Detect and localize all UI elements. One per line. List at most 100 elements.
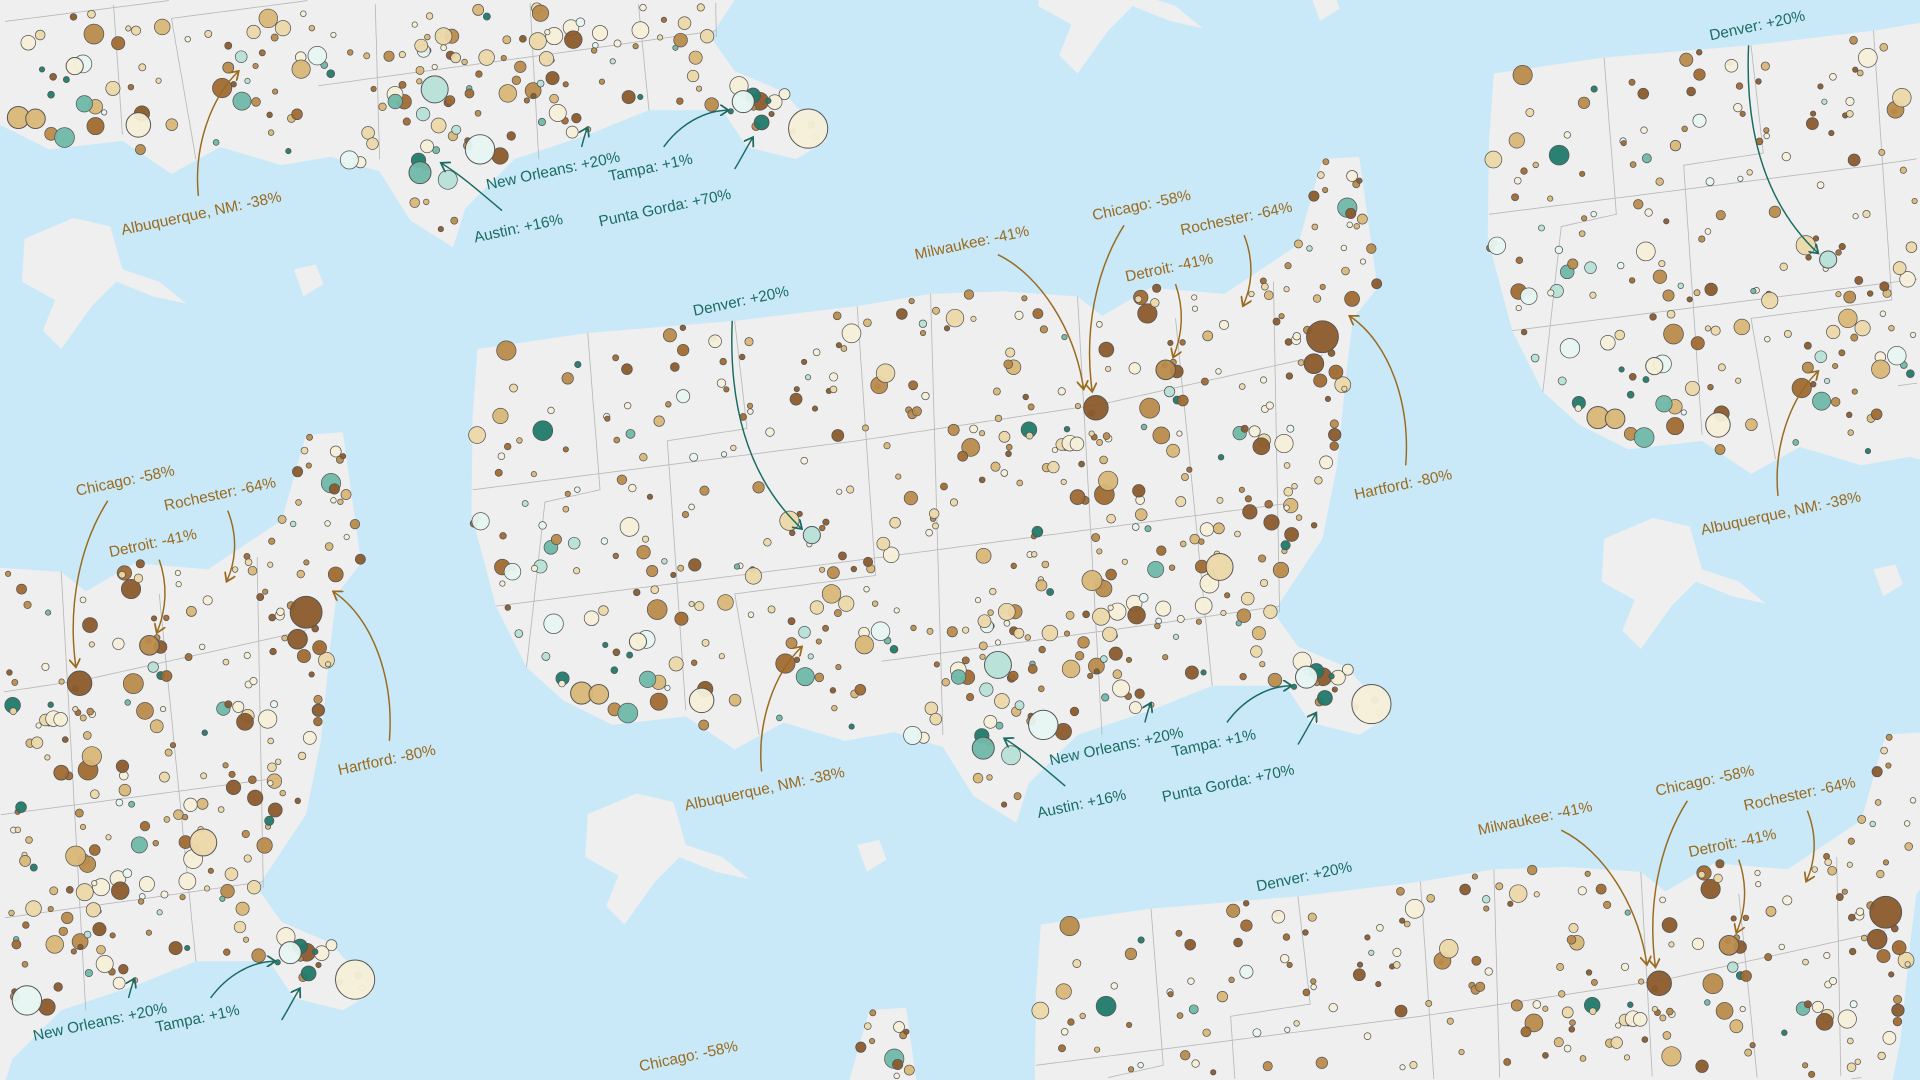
annotation-arrow (760, 647, 802, 772)
city-dot (118, 964, 129, 975)
city-dot (1795, 235, 1816, 256)
city-dot (53, 712, 68, 727)
city-dot (700, 29, 715, 44)
city-dot (1713, 873, 1723, 883)
city-dot (1768, 205, 1782, 218)
city-dot (978, 641, 988, 651)
city-dot (1240, 424, 1249, 433)
city-dot (1242, 900, 1250, 907)
city-dot (1808, 1070, 1816, 1078)
city-dot (903, 1064, 915, 1076)
city-dot (127, 83, 135, 91)
city-dot (1341, 266, 1350, 276)
city-dot (538, 521, 547, 530)
city-dot (1638, 978, 1645, 985)
city-dot (665, 401, 672, 408)
city-dot (575, 17, 586, 28)
city-dot (632, 43, 639, 50)
city-dot (1283, 462, 1291, 469)
city-dot (1286, 424, 1295, 433)
city-dot (514, 60, 527, 73)
city-dot (258, 709, 278, 729)
city-dot (302, 731, 317, 745)
annotation-arrow (1090, 224, 1125, 392)
annotation-arrow (441, 163, 503, 212)
city-dot (1317, 171, 1325, 179)
city-dot (718, 653, 725, 660)
city-dot (1681, 125, 1688, 132)
city-dot (207, 867, 214, 874)
city-dot (1329, 441, 1339, 451)
contiguous-us-land (1034, 732, 1920, 1080)
city-dot (1322, 186, 1329, 194)
city-dot (79, 823, 87, 830)
city-dot (1047, 461, 1060, 474)
us-map-repeat (1038, 0, 1340, 74)
city-dot (661, 558, 668, 565)
city-dot (1509, 884, 1528, 903)
city-dot (325, 939, 338, 952)
city-dot (1284, 262, 1292, 270)
city-dot (509, 383, 518, 393)
city-dot (1312, 294, 1322, 303)
city-dot (1189, 533, 1201, 545)
city-dot (1862, 210, 1871, 219)
city-dot (1710, 325, 1721, 336)
city-dot (928, 508, 940, 519)
highlighted-city-dot (300, 965, 317, 982)
city-dot (1847, 1037, 1854, 1045)
city-dot (677, 16, 692, 30)
city-dot (233, 920, 247, 934)
city-dot (1459, 883, 1471, 896)
city-dot (1864, 448, 1872, 455)
city-dot (74, 808, 84, 818)
city-dot (1655, 177, 1664, 186)
city-dot (425, 12, 434, 20)
city-dot (1838, 243, 1846, 251)
city-dots (855, 1009, 915, 1080)
city-dot (1024, 634, 1032, 641)
city-dot (45, 609, 52, 616)
city-dot (228, 770, 236, 778)
city-dot (1579, 170, 1586, 177)
city-dot (1826, 324, 1841, 340)
city-dot (1112, 679, 1130, 698)
city-dot (610, 666, 619, 674)
city-dot (1341, 663, 1354, 676)
city-dot (870, 621, 891, 641)
highlighted-city-dot (65, 57, 84, 76)
city-dot (677, 564, 685, 572)
city-dot (1031, 1001, 1050, 1020)
city-dot (1134, 295, 1143, 303)
city-dot (1569, 1019, 1576, 1026)
city-dots (1031, 733, 1917, 1078)
city-dot (294, 797, 301, 805)
city-dot (1134, 508, 1148, 521)
city-dot (111, 36, 126, 51)
city-dot (1394, 1004, 1408, 1018)
city-dot (1144, 525, 1152, 533)
city-dot (297, 751, 307, 761)
city-dot (1805, 254, 1812, 261)
city-dot (1098, 470, 1119, 491)
city-dot (619, 517, 640, 537)
city-dot (15, 801, 27, 813)
city-dot (1487, 236, 1507, 255)
city-dot (1475, 981, 1486, 992)
city-dot (198, 643, 206, 651)
city-dot (1858, 48, 1878, 68)
city-dot (1058, 1044, 1066, 1053)
city-dot (1739, 110, 1746, 117)
city-dot (243, 854, 252, 863)
city-dot (604, 415, 611, 422)
city-dot (1686, 86, 1696, 97)
city-dot (1265, 401, 1274, 410)
city-dot (430, 117, 447, 134)
city-dot (274, 20, 292, 37)
city-dot (502, 35, 512, 45)
city-dot (1663, 323, 1684, 345)
city-dot (1637, 87, 1650, 100)
city-dot (1847, 153, 1861, 167)
city-dot (1471, 955, 1482, 966)
city-dot (1439, 939, 1459, 959)
